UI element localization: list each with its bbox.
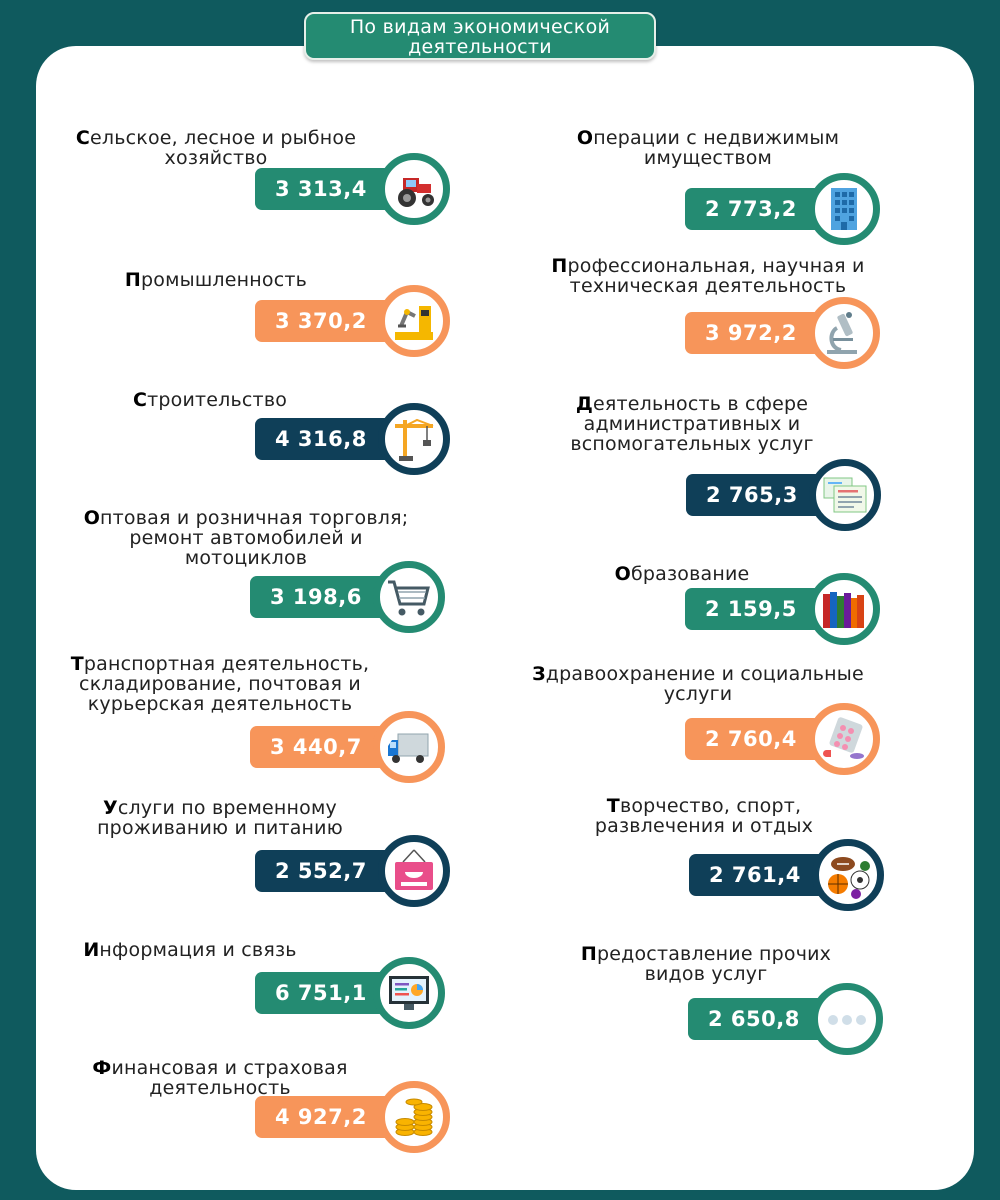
label-line-1: Предоставление прочих <box>506 944 906 964</box>
label-initial: П <box>551 255 568 277</box>
label-line2: развлечения и отдых <box>594 815 814 837</box>
label-rest: троительство <box>147 389 288 411</box>
shopping-cart-icon <box>373 561 445 633</box>
activity-label: Деятельность в сфере административных и вс… <box>492 394 892 454</box>
label-line-1: Профессиональная, научная и <box>508 256 908 276</box>
label-line3: мотоциклов <box>184 547 308 569</box>
label-initial: О <box>576 127 594 149</box>
label-line-1: Строительство <box>10 390 410 410</box>
label-line3: вспомогательных услуг <box>570 433 814 455</box>
label-initial: Ф <box>92 1057 112 1079</box>
label-rest: рофессиональная, научная и <box>567 255 865 277</box>
building-icon <box>808 173 880 245</box>
label-rest: ворчество, спорт, <box>619 795 802 817</box>
label-line-1: Операции с недвижимым <box>508 128 908 148</box>
truck-icon <box>373 711 445 783</box>
label-initial: О <box>614 563 631 585</box>
label-initial: Д <box>575 393 593 415</box>
open-sign-icon <box>378 835 450 907</box>
label-line2: техническая деятельность <box>569 275 847 297</box>
label-rest: редоставление прочих <box>596 943 832 965</box>
activity-label: Предоставление прочих видов услуг <box>506 944 906 984</box>
label-line-1: Оптовая и розничная торговля; <box>46 508 446 528</box>
activity-label: Услуги по временному проживанию и питанию <box>20 798 420 838</box>
title-line-1: По видам экономической <box>349 16 611 38</box>
title-line-2: деятельности <box>408 36 552 58</box>
label-line2: проживанию и питанию <box>97 817 343 839</box>
pills-icon <box>808 703 880 775</box>
label-line-1: Сельское, лесное и рыбное <box>16 128 416 148</box>
label-initial: П <box>580 943 597 965</box>
label-rest: инансовая и страховая <box>111 1057 348 1079</box>
documents-icon <box>809 459 881 531</box>
label-line-1: Информация и связь <box>0 940 390 960</box>
activity-label: Финансовая и страховая деятельность <box>20 1058 420 1098</box>
label-rest: ранспортная деятельность, <box>83 653 370 675</box>
tractor-icon <box>378 153 450 225</box>
label-rest: перации с недвижимым <box>593 127 840 149</box>
label-initial: С <box>75 127 91 149</box>
activity-label: Транспортная деятельность, складирование,… <box>20 654 420 714</box>
label-rest: бразование <box>630 563 750 585</box>
label-rest: птовая и розничная торговля; <box>100 507 409 529</box>
page-title: По видам экономической деятельности <box>304 12 656 60</box>
activity-label: Здравоохранение и социальные услуги <box>498 664 898 704</box>
activity-label: Оптовая и розничная торговля; ремонт авто… <box>46 508 446 568</box>
label-line-1: Услуги по временному <box>20 798 420 818</box>
activity-label: Образование <box>482 564 882 584</box>
activity-label: Промышленность <box>16 270 416 290</box>
label-line-1: Образование <box>482 564 882 584</box>
label-line2: ремонт автомобилей и <box>129 527 363 549</box>
label-line-1: Деятельность в сфере <box>492 394 892 414</box>
label-initial: О <box>83 507 101 529</box>
label-line2: видов услуг <box>644 963 768 985</box>
value-badge: 2 760,4 <box>685 718 845 760</box>
more-dots-icon <box>811 983 883 1055</box>
label-initial: У <box>103 797 118 819</box>
label-rest: нформация и связь <box>99 939 297 961</box>
label-line2: хозяйство <box>164 147 268 169</box>
label-line-1: Транспортная деятельность, <box>20 654 420 674</box>
activity-label: Творчество, спорт, развлечения и отдых <box>504 796 904 836</box>
label-rest: дравоохранение и социальные <box>545 663 864 685</box>
label-line2: деятельность <box>149 1077 291 1099</box>
robot-arm-icon <box>378 285 450 357</box>
microscope-icon <box>808 297 880 369</box>
label-initial: П <box>124 269 142 291</box>
label-line-1: Творчество, спорт, <box>504 796 904 816</box>
label-line2: административных и <box>583 413 801 435</box>
activity-label: Строительство <box>10 390 410 410</box>
label-initial: З <box>532 663 546 685</box>
label-rest: слуги по временному <box>117 797 337 819</box>
activity-label: Операции с недвижимым имуществом <box>508 128 908 168</box>
label-line-1: Промышленность <box>16 270 416 290</box>
crane-icon <box>378 403 450 475</box>
activity-label: Профессиональная, научная и техническая д… <box>508 256 908 296</box>
label-line2: имуществом <box>643 147 773 169</box>
label-line2: услуги <box>663 683 733 705</box>
label-line3: курьерская деятельность <box>87 693 353 715</box>
label-initial: Т <box>70 653 84 675</box>
label-line-1: Финансовая и страховая <box>20 1058 420 1078</box>
coins-icon <box>378 1081 450 1153</box>
label-initial: Т <box>606 795 620 817</box>
label-line-1: Здравоохранение и социальные <box>498 664 898 684</box>
activity-label: Сельское, лесное и рыбное хозяйство <box>16 128 416 168</box>
label-rest: ромышленность <box>141 269 308 291</box>
activity-label: Информация и связь <box>0 940 390 960</box>
label-initial: И <box>83 939 100 961</box>
books-icon <box>808 573 880 645</box>
label-rest: еятельность в сфере <box>592 393 809 415</box>
label-initial: С <box>132 389 148 411</box>
sports-balls-icon <box>812 839 884 911</box>
label-rest: ельское, лесное и рыбное <box>90 127 357 149</box>
monitor-icon <box>373 957 445 1029</box>
label-line2: складирование, почтовая и <box>79 673 361 695</box>
